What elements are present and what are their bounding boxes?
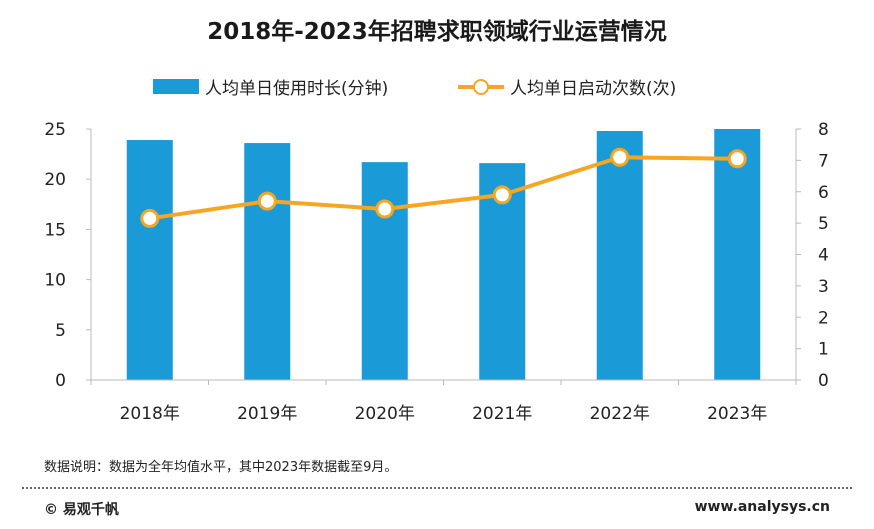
copyright-text: © 易观千帆 — [44, 502, 119, 518]
chart-title: 2018年-2023年招聘求职领域行业运营情况 — [207, 19, 667, 45]
x-tick-label: 2021年 — [472, 404, 532, 424]
legend-item-bar: 人均单日使用时长(分钟) — [153, 74, 388, 99]
x-tick-label: 2019年 — [237, 404, 297, 424]
y-right-tick-label: 7 — [818, 151, 829, 171]
legend-label-line: 人均单日启动次数(次) — [510, 79, 677, 99]
bar — [596, 131, 643, 380]
y-left-tick-label: 25 — [44, 120, 66, 140]
y-left-tick-label: 0 — [55, 371, 66, 391]
bar — [244, 143, 291, 380]
y-right-tick-label: 0 — [818, 371, 829, 391]
line-point — [727, 149, 747, 169]
line-point — [140, 208, 160, 228]
website-text: www.analysys.cn — [694, 499, 830, 515]
y-left-tick-label: 15 — [44, 220, 66, 240]
line-point — [257, 191, 277, 211]
y-right-tick-label: 8 — [818, 120, 829, 140]
x-tick-label: 2023年 — [707, 404, 767, 424]
x-tick-label: 2022年 — [590, 404, 650, 424]
y-right-tick-label: 5 — [818, 214, 829, 234]
bar — [126, 140, 173, 380]
y-left-tick-label: 5 — [55, 321, 66, 341]
y-left-tick-label: 20 — [44, 170, 66, 190]
y-left-tick-label: 10 — [44, 271, 66, 291]
legend-line-swatch — [458, 78, 504, 95]
legend-bar-swatch — [153, 79, 199, 94]
y-right-tick-label: 1 — [818, 340, 829, 360]
y-right-tick-label: 4 — [818, 246, 829, 266]
data-note: 数据说明：数据为全年均值水平，其中2023年数据截至9月。 — [44, 460, 398, 475]
y-right-tick-label: 6 — [818, 183, 829, 203]
x-tick-label: 2018年 — [120, 404, 180, 424]
bar — [361, 162, 408, 380]
x-tick-label: 2020年 — [355, 404, 415, 424]
line-point — [610, 147, 630, 167]
line-series — [149, 155, 738, 221]
legend-item-line: 人均单日启动次数(次) — [458, 74, 676, 99]
line-point — [492, 185, 512, 205]
footer-divider — [22, 487, 852, 489]
bar — [714, 129, 761, 380]
chart-legend: 人均单日使用时长(分钟) 人均单日启动次数(次) — [0, 74, 874, 102]
y-right-tick-label: 2 — [818, 308, 829, 328]
line-point — [375, 199, 395, 219]
legend-label-bar: 人均单日使用时长(分钟) — [205, 79, 389, 99]
y-right-tick-label: 3 — [818, 277, 829, 297]
